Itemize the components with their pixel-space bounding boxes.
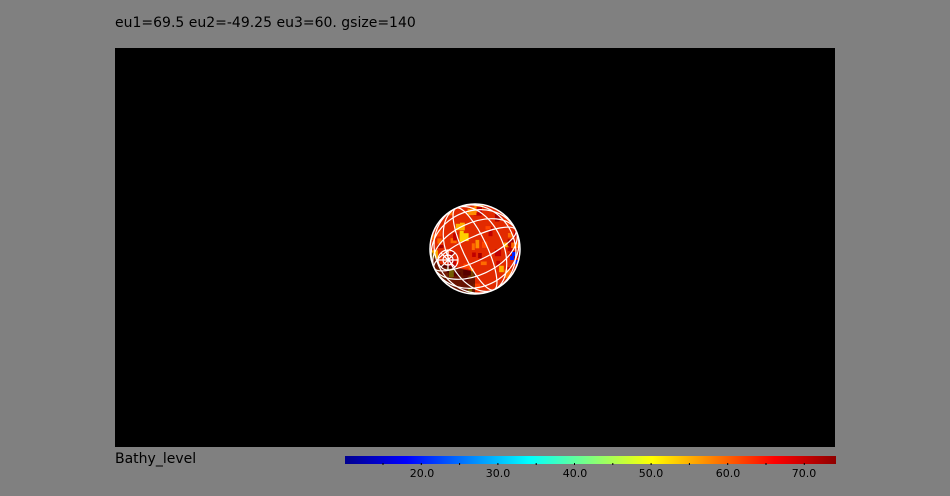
colorbar-tick-label: 40.0: [562, 467, 588, 480]
globe-render[interactable]: [428, 202, 522, 296]
plot-title: eu1=69.5 eu2=-49.25 eu3=60. gsize=140: [115, 15, 416, 31]
colorbar-tick-label: 20.0: [409, 467, 435, 480]
colorbar-tick-label: 50.0: [638, 467, 664, 480]
variable-label: Bathy_level: [115, 451, 197, 467]
colorbar-tick-label: 30.0: [485, 467, 511, 480]
colorbar: [345, 456, 836, 465]
colorbar-tick-label: 70.0: [791, 467, 817, 480]
render-viewport[interactable]: [115, 48, 835, 447]
colorbar-tick-label: 60.0: [715, 467, 741, 480]
